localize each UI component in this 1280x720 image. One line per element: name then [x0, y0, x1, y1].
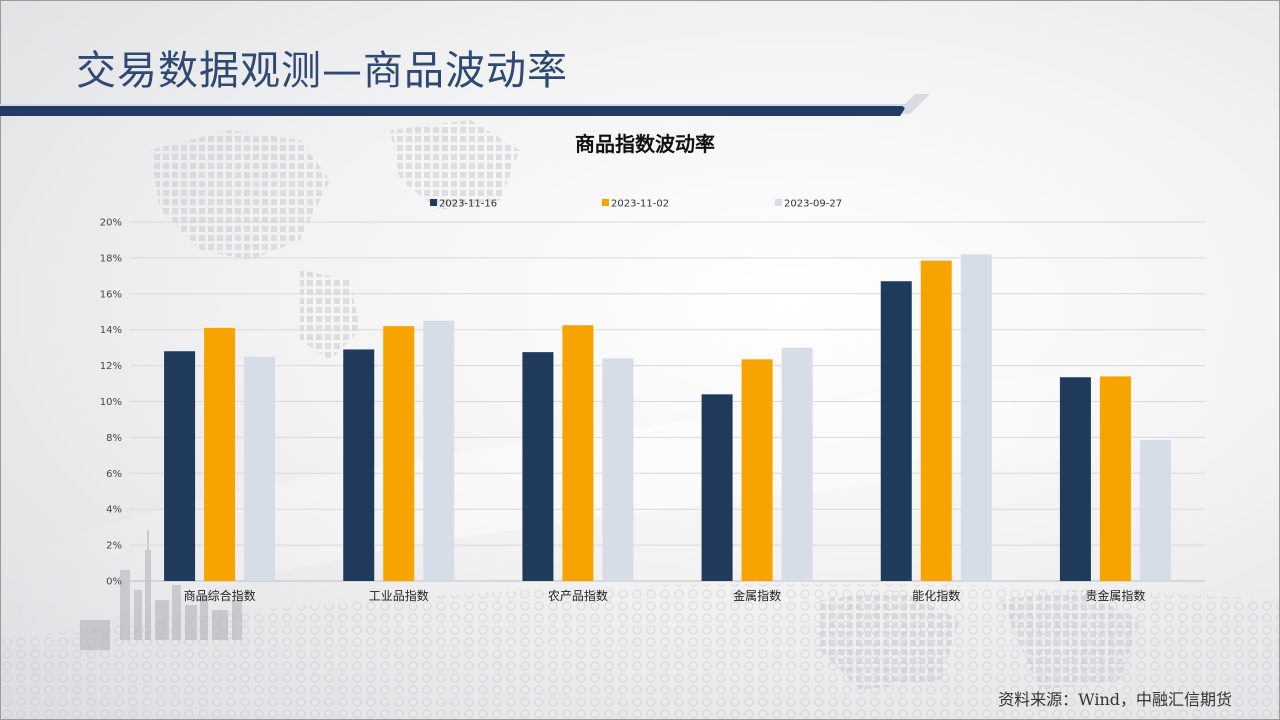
legend-label: 2023-09-27 — [784, 199, 842, 210]
bar — [741, 359, 773, 581]
bar — [562, 325, 594, 581]
bar — [781, 347, 813, 581]
bar — [880, 281, 912, 581]
x-category-label: 商品综合指数 — [184, 588, 256, 603]
bar — [1059, 377, 1091, 581]
bar — [204, 327, 236, 581]
bar — [164, 351, 196, 581]
x-category-label: 工业品指数 — [369, 588, 429, 603]
bar — [960, 254, 992, 581]
data-source-note: 资料来源：Wind，中融汇信期货 — [998, 690, 1232, 709]
y-tick-label: 18% — [100, 253, 122, 264]
x-category-label: 农产品指数 — [548, 588, 608, 603]
y-tick-label: 0% — [106, 577, 122, 588]
y-tick-label: 20% — [100, 218, 122, 229]
x-category-label: 能化指数 — [912, 588, 960, 603]
y-tick-label: 12% — [100, 361, 122, 372]
bar — [343, 349, 375, 581]
bar — [423, 320, 455, 581]
legend: 2023-11-16 2023-11-02 2023-09-27 — [430, 199, 842, 210]
bar — [920, 260, 952, 581]
y-axis-ticks: 0% 2% 4% 6% 8% 10% 12% 14% 16% 18% 20% — [100, 218, 122, 588]
y-tick-label: 10% — [100, 397, 122, 408]
slide-title: 交易数据观测—商品波动率 — [76, 48, 568, 94]
bar — [383, 326, 415, 581]
chart-title: 商品指数波动率 — [575, 132, 715, 156]
bar — [1139, 440, 1171, 581]
y-tick-label: 4% — [106, 505, 122, 516]
y-tick-label: 14% — [100, 325, 122, 336]
x-category-label: 贵金属指数 — [1085, 588, 1145, 603]
x-category-label: 金属指数 — [733, 588, 781, 603]
legend-swatch — [430, 199, 437, 206]
y-tick-label: 2% — [106, 541, 122, 552]
legend-swatch — [775, 199, 782, 206]
y-tick-label: 6% — [106, 469, 122, 480]
bar — [701, 394, 733, 581]
legend-swatch — [602, 199, 609, 206]
legend-label: 2023-11-02 — [611, 199, 669, 210]
title-rule — [0, 94, 930, 116]
bar — [244, 356, 276, 581]
grid-lines — [130, 221, 1205, 582]
x-axis-labels: 商品综合指数 工业品指数 农产品指数 金属指数 能化指数 贵金属指数 — [184, 588, 1146, 603]
y-tick-label: 16% — [100, 289, 122, 300]
bars — [164, 254, 1171, 581]
bar — [602, 358, 634, 581]
bar — [1099, 376, 1131, 581]
y-tick-label: 8% — [106, 433, 122, 444]
bar — [522, 352, 554, 581]
legend-label: 2023-11-16 — [439, 199, 497, 210]
